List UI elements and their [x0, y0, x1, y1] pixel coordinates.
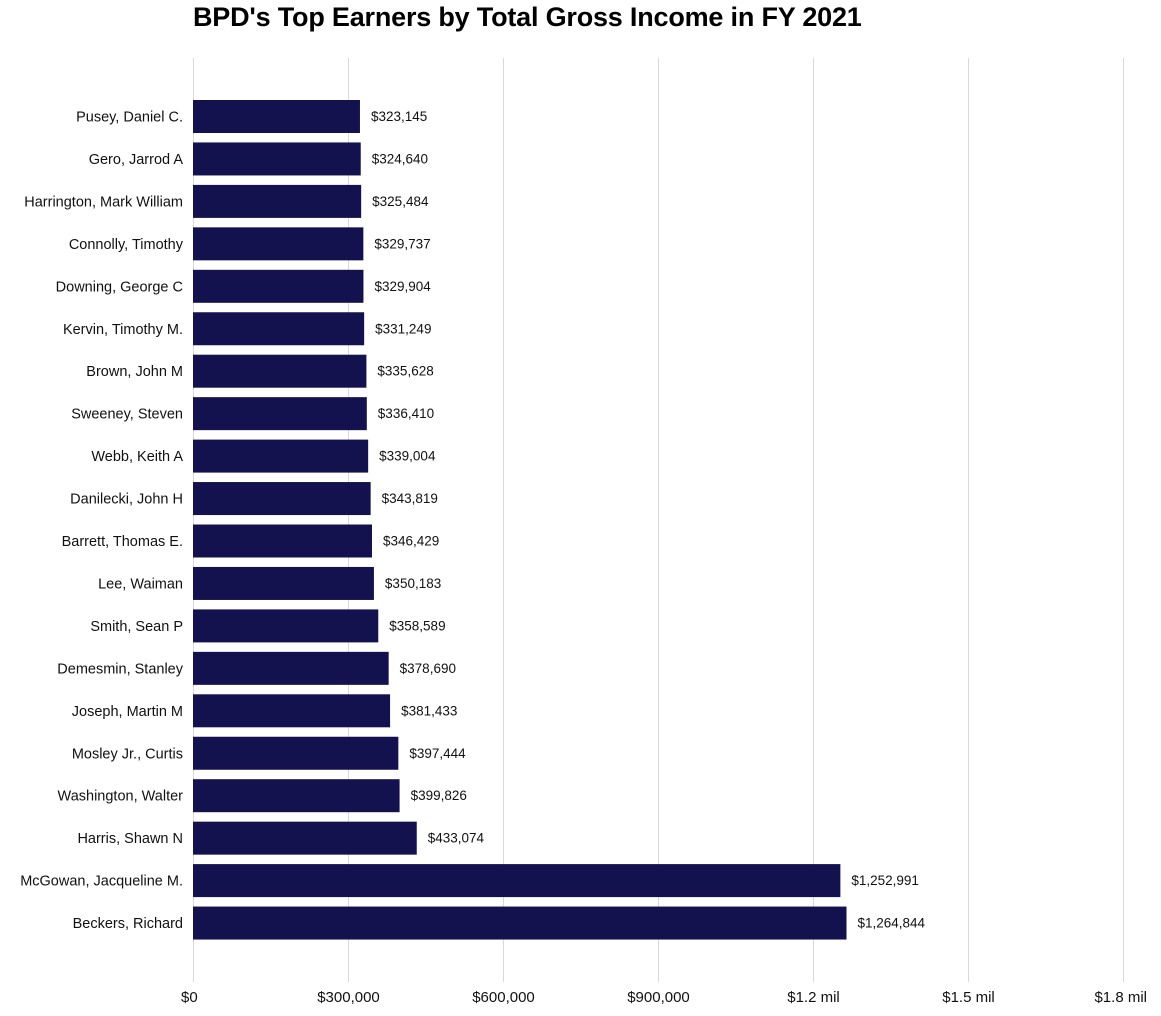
bar [193, 694, 391, 728]
value-label: $329,904 [374, 279, 431, 294]
category-label: Beckers, Richard [73, 916, 183, 932]
category-label: Mosley Jr., Curtis [72, 746, 183, 762]
x-tick-label: $600,000 [472, 989, 535, 1006]
category-label: Danilecki, John H [70, 492, 183, 508]
category-label: Joseph, Martin M [72, 704, 183, 720]
bar [193, 906, 847, 940]
value-label: $329,737 [374, 236, 430, 251]
x-tick-label: $1.5 mil [942, 989, 995, 1006]
value-label: $339,004 [379, 449, 436, 464]
value-label: $381,433 [401, 703, 457, 718]
x-axis-ticks: $0 $300,000 $600,000 $900,000 $1.2 mil $1.5 m… [181, 989, 1147, 1006]
category-label: Harris, Shawn N [77, 831, 183, 847]
bar [193, 566, 374, 600]
category-label: McGowan, Jacqueline M. [20, 874, 183, 890]
value-label: $346,429 [383, 534, 439, 549]
category-label: Sweeney, Steven [71, 407, 183, 423]
x-tick-label: $1.2 mil [787, 989, 840, 1006]
value-label: $1,264,844 [858, 916, 926, 931]
bar [193, 100, 360, 133]
value-label: $399,826 [411, 788, 467, 803]
bar [193, 397, 367, 431]
category-label: Demesmin, Stanley [57, 661, 183, 677]
value-label: $433,074 [428, 831, 485, 846]
bar [193, 609, 379, 643]
value-label: $335,628 [377, 364, 433, 379]
category-label: Gero, Jarrod A [89, 152, 184, 168]
category-label: Smith, Sean P [90, 619, 183, 635]
value-label: $325,484 [372, 194, 429, 209]
bar [193, 269, 364, 303]
bar [193, 312, 365, 346]
value-label: $343,819 [382, 491, 438, 506]
bar [193, 142, 361, 176]
value-label: $350,183 [385, 576, 441, 591]
chart-title: BPD's Top Earners by Total Gross Income … [193, 2, 862, 32]
category-label: Pusey, Daniel C. [76, 110, 183, 126]
category-label: Webb, Keith A [91, 449, 183, 465]
bars [193, 100, 847, 940]
category-label: Kervin, Timothy M. [63, 322, 183, 338]
bar [193, 779, 400, 813]
bar [193, 227, 364, 261]
value-label: $397,444 [409, 746, 466, 761]
bar [193, 651, 389, 685]
value-label: $324,640 [372, 151, 428, 166]
value-label: $331,249 [375, 321, 431, 336]
value-label: $1,252,991 [851, 873, 919, 888]
value-labels: $323,145 $324,640 $325,484 $329,737 $329,904… [371, 109, 926, 931]
value-label: $378,690 [400, 661, 456, 676]
bar [193, 439, 369, 473]
category-label: Barrett, Thomas E. [62, 534, 183, 550]
bar [193, 482, 371, 516]
category-label: Connolly, Timothy [69, 237, 184, 253]
bar [193, 864, 841, 898]
x-tick-label: $300,000 [317, 989, 380, 1006]
value-label: $358,589 [389, 618, 445, 633]
category-label: Lee, Waiman [98, 576, 183, 592]
value-label: $336,410 [378, 406, 434, 421]
category-label: Washington, Walter [58, 789, 184, 805]
category-label: Harrington, Mark William [24, 194, 183, 210]
x-tick-label: $1.8 mil [1094, 989, 1147, 1006]
bar [193, 736, 399, 770]
x-tick-label: $900,000 [627, 989, 690, 1006]
category-label: Brown, John M [86, 364, 183, 380]
bar [193, 524, 372, 558]
bar [193, 354, 367, 388]
category-label: Downing, George C [56, 279, 183, 295]
category-labels: Pusey, Daniel C. Gero, Jarrod A Harrington… [20, 110, 184, 933]
bar [193, 184, 362, 218]
x-tick-label: $0 [181, 989, 198, 1006]
value-label: $323,145 [371, 109, 427, 124]
bar [193, 821, 417, 855]
